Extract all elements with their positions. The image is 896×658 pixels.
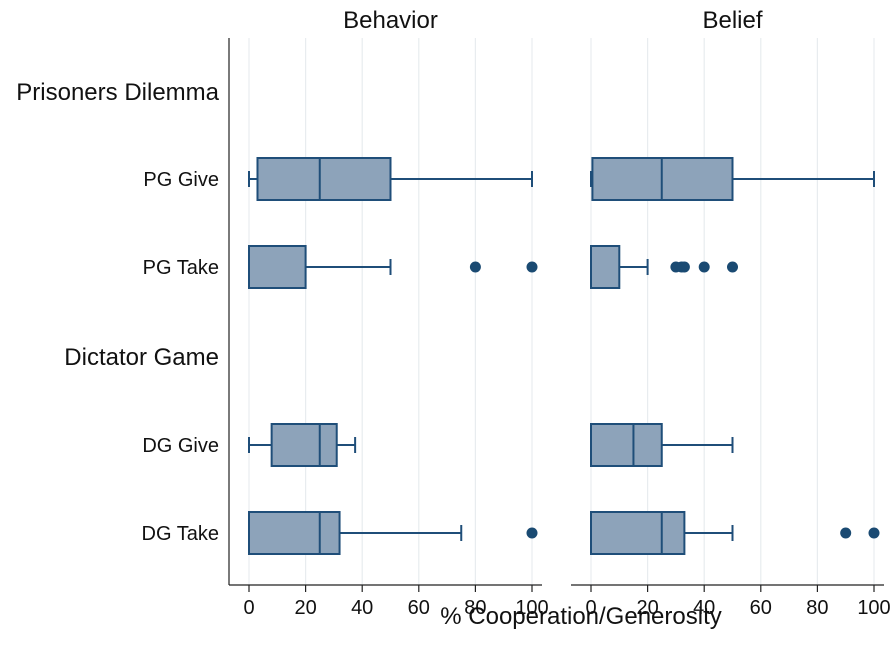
group-label-prisoners-dilemma: Prisoners Dilemma bbox=[16, 79, 219, 106]
iqr-box bbox=[590, 423, 663, 467]
x-tick-label: 0 bbox=[243, 597, 254, 619]
row-label-dg-give: DG Give bbox=[142, 435, 219, 457]
axis-layer bbox=[228, 38, 884, 592]
labels-layer: Behavior 0 20 40 60 80 100 Belief 0 20 40 60 80 100 Pr… bbox=[16, 7, 890, 619]
box-behavior-dg-take bbox=[248, 511, 538, 555]
outlier-point bbox=[698, 261, 710, 273]
iqr-box bbox=[590, 245, 621, 289]
outlier-point bbox=[526, 527, 538, 539]
box-belief-pg-give bbox=[590, 157, 875, 201]
outlier-point bbox=[678, 261, 690, 273]
x-axis-label: % Cooperation/Generosity bbox=[440, 603, 721, 630]
x-tick-label: 20 bbox=[636, 597, 658, 619]
outlier-point bbox=[840, 527, 852, 539]
x-tick-label: 80 bbox=[806, 597, 828, 619]
row-label-dg-take: DG Take bbox=[142, 523, 219, 545]
box-belief-dg-give bbox=[590, 423, 734, 467]
iqr-box bbox=[590, 511, 686, 555]
box-behavior-pg-take bbox=[248, 245, 538, 289]
box-behavior-pg-give bbox=[248, 157, 533, 201]
x-tick-label: 60 bbox=[408, 597, 430, 619]
box-behavior-dg-give bbox=[248, 423, 357, 467]
row-label-pg-take: PG Take bbox=[143, 257, 219, 279]
box-belief-pg-take bbox=[590, 245, 738, 289]
iqr-box bbox=[256, 157, 392, 201]
panel-title-behavior: Behavior bbox=[343, 7, 438, 34]
box-belief-dg-take bbox=[590, 511, 880, 555]
outlier-point bbox=[868, 527, 880, 539]
row-label-pg-give: PG Give bbox=[143, 169, 219, 191]
x-tick-label: 20 bbox=[294, 597, 316, 619]
x-tick-label: 40 bbox=[693, 597, 715, 619]
iqr-box bbox=[248, 245, 307, 289]
x-tick-label: 60 bbox=[750, 597, 772, 619]
x-tick-label: 100 bbox=[515, 597, 548, 619]
iqr-box bbox=[248, 511, 341, 555]
iqr-box bbox=[270, 423, 338, 467]
x-tick-label: 40 bbox=[351, 597, 373, 619]
grid-layer bbox=[248, 38, 875, 585]
outlier-point bbox=[727, 261, 738, 273]
x-tick-label: 100 bbox=[857, 597, 890, 619]
x-tick-label: 80 bbox=[464, 597, 486, 619]
outlier-point bbox=[469, 261, 481, 273]
marks-layer bbox=[248, 157, 880, 555]
group-label-dictator-game: Dictator Game bbox=[64, 344, 219, 371]
outlier-point bbox=[526, 261, 538, 273]
panel-title-belief: Belief bbox=[702, 7, 762, 34]
x-tick-label: 0 bbox=[585, 597, 596, 619]
